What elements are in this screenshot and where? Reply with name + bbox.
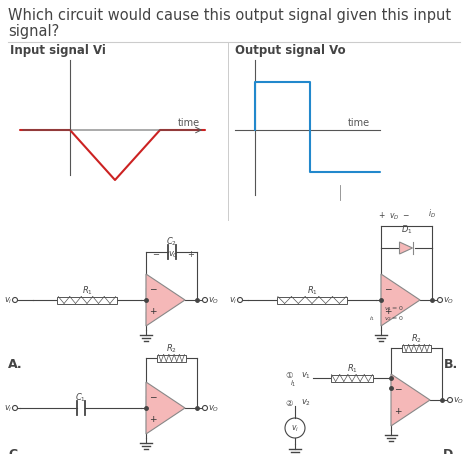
Polygon shape (391, 374, 430, 426)
Text: $R_2$: $R_2$ (166, 343, 177, 355)
Text: time: time (178, 118, 200, 128)
Text: $R_1$: $R_1$ (307, 285, 317, 297)
Circle shape (203, 405, 207, 410)
Text: signal?: signal? (8, 24, 59, 39)
Text: Input signal Vi: Input signal Vi (10, 44, 106, 57)
Text: +: + (394, 407, 402, 416)
Text: $v_1$: $v_1$ (301, 371, 311, 381)
Text: time: time (348, 118, 370, 128)
Text: +: + (187, 250, 194, 259)
Polygon shape (146, 274, 185, 326)
Text: $i_D$: $i_D$ (429, 207, 437, 219)
Text: A.: A. (8, 358, 22, 371)
Bar (157, 355, 185, 361)
Circle shape (237, 297, 242, 302)
Bar (277, 296, 347, 304)
Polygon shape (400, 242, 412, 254)
Circle shape (13, 297, 17, 302)
Text: $v_i$: $v_i$ (4, 404, 13, 414)
Text: $v_i$: $v_i$ (291, 424, 299, 434)
Text: +  $v_D$  −: + $v_D$ − (378, 210, 411, 222)
Text: $v_2$: $v_2$ (301, 398, 311, 408)
Text: $i_1$: $i_1$ (290, 379, 297, 389)
Circle shape (13, 405, 17, 410)
Text: −: − (384, 284, 392, 293)
Text: +: + (384, 307, 392, 316)
Circle shape (447, 398, 453, 403)
Text: $i_1$: $i_1$ (369, 314, 375, 323)
Text: $v_O$: $v_O$ (208, 404, 219, 414)
Polygon shape (381, 274, 420, 326)
Text: −: − (149, 392, 156, 401)
Text: −: − (152, 250, 159, 259)
Text: $R_2$: $R_2$ (411, 333, 422, 345)
Text: $v_C$: $v_C$ (168, 250, 179, 261)
Text: $v_O$: $v_O$ (453, 396, 464, 406)
Text: $v_i$: $v_i$ (4, 296, 13, 306)
Bar (57, 296, 117, 304)
Text: C.: C. (8, 448, 22, 454)
Bar (330, 375, 373, 381)
Text: $R_1$: $R_1$ (346, 363, 358, 375)
Text: $C_2$: $C_2$ (166, 236, 177, 248)
Text: $v_O$: $v_O$ (443, 296, 454, 306)
Text: $D_1$: $D_1$ (401, 223, 412, 236)
Text: ①: ① (285, 371, 292, 380)
Polygon shape (146, 382, 185, 434)
Circle shape (203, 297, 207, 302)
Text: Which circuit would cause this output signal given this input: Which circuit would cause this output si… (8, 8, 451, 23)
Text: $v_1 = 0$: $v_1 = 0$ (384, 304, 404, 313)
Text: $R_1$: $R_1$ (81, 285, 93, 297)
Text: +: + (149, 307, 156, 316)
Text: +: + (149, 415, 156, 424)
Text: $v_2 = 0$: $v_2 = 0$ (384, 314, 404, 323)
Text: −: − (394, 384, 402, 393)
Text: −: − (149, 284, 156, 293)
Text: $v_O$: $v_O$ (208, 296, 219, 306)
Text: B.: B. (444, 358, 458, 371)
Text: Output signal Vo: Output signal Vo (235, 44, 346, 57)
Bar (402, 345, 431, 351)
Text: $v_i$: $v_i$ (229, 296, 238, 306)
Circle shape (438, 297, 443, 302)
Text: ②: ② (285, 399, 292, 408)
Text: $C_1$: $C_1$ (75, 392, 86, 404)
Text: D.: D. (443, 448, 458, 454)
